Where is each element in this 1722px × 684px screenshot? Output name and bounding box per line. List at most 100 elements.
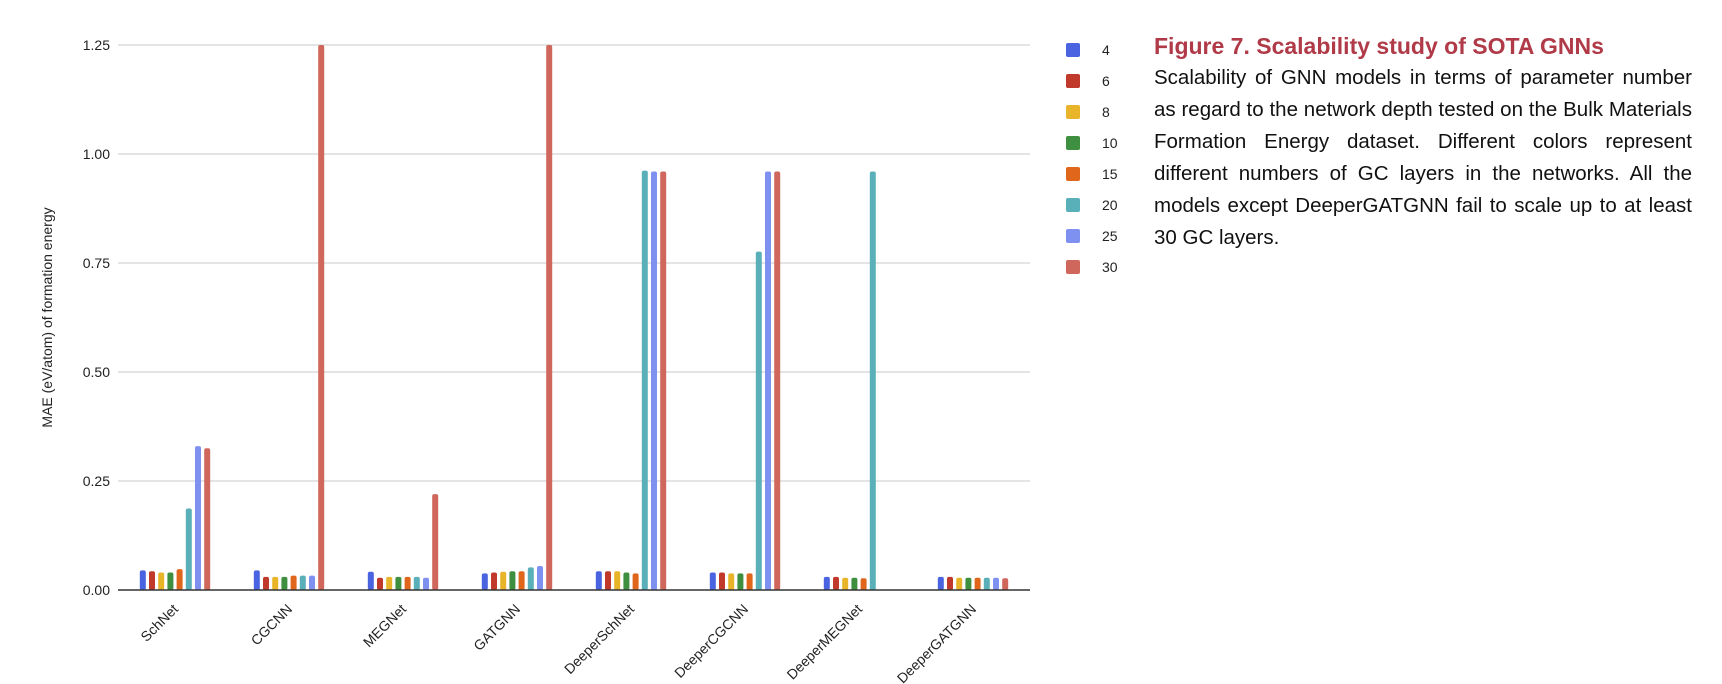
x-tick-label: MEGNet: [360, 601, 409, 650]
bar-gatgnn-25: [537, 566, 543, 590]
bar-deeperschnet-15: [632, 573, 639, 590]
legend-item: 20: [1066, 189, 1118, 220]
bar-deepermegnet-15: [860, 578, 867, 590]
bar-deepermegnet-6: [833, 576, 839, 590]
bar-gatgnn-8: [500, 571, 507, 590]
bar-deeperschnet-4: [595, 571, 602, 590]
bar-megnet-6: [377, 577, 383, 590]
bar-deepergatgnn-8: [956, 577, 963, 590]
bar-schnet-25: [195, 446, 201, 590]
bar-deeperschnet-30: [660, 171, 667, 590]
bar-deepercgcnn-15: [746, 573, 753, 590]
bar-deepergatgnn-6: [947, 576, 953, 590]
bar-deepergatgnn-25: [993, 577, 999, 590]
legend-swatch: [1066, 259, 1080, 274]
bar-megnet-8: [386, 576, 393, 590]
y-tick-label: 1.00: [83, 146, 110, 162]
bar-deepercgcnn-6: [719, 572, 725, 590]
chart-legend: 4 6 8 10 15 20 25 30: [1066, 34, 1118, 282]
bar-deepercgcnn-30: [774, 171, 781, 590]
bar-deeperschnet-10: [623, 572, 630, 590]
x-tick-label: GATGNN: [470, 601, 523, 654]
legend-label: 4: [1102, 41, 1110, 58]
y-tick-label: 0.25: [83, 473, 110, 489]
legend-label: 8: [1102, 103, 1110, 120]
caption-title: Figure 7. Scalability study of SOTA GNNs: [1154, 33, 1604, 59]
y-tick-label: 0.50: [83, 364, 110, 380]
legend-item: 4: [1066, 34, 1118, 65]
bar-gatgnn-30: [546, 45, 553, 590]
bar-deeperschnet-20: [641, 170, 648, 590]
x-tick-label: DeeperMEGNet: [783, 601, 865, 683]
bar-deepergatgnn-30: [1002, 578, 1009, 590]
bar-schnet-10: [167, 572, 174, 590]
bar-schnet-15: [176, 569, 183, 590]
x-tick-label: DeeperSchNet: [561, 601, 637, 677]
y-tick-label: 1.25: [83, 37, 110, 53]
x-tick-label: DeeperCGCNN: [671, 601, 751, 681]
bar-deepercgcnn-4: [709, 572, 716, 590]
bar-gatgnn-6: [491, 572, 497, 590]
legend-swatch: [1066, 135, 1080, 150]
bar-cgcnn-8: [272, 576, 279, 590]
legend-item: 10: [1066, 127, 1118, 158]
bar-cgcnn-6: [263, 576, 269, 590]
y-tick-label: 0.75: [83, 255, 110, 271]
caption-body: Scalability of GNN models in terms of pa…: [1154, 66, 1692, 249]
legend-swatch: [1066, 104, 1080, 119]
bar-cgcnn-20: [299, 575, 306, 590]
bar-gatgnn-20: [527, 567, 534, 590]
legend-item: 30: [1066, 251, 1118, 282]
bar-deepergatgnn-4: [937, 576, 944, 590]
legend-swatch: [1066, 73, 1080, 88]
bar-cgcnn-4: [253, 570, 260, 590]
bar-deepermegnet-8: [842, 577, 849, 590]
x-tick-label: CGCNN: [248, 601, 296, 649]
legend-item: 8: [1066, 96, 1118, 127]
bar-deeperschnet-25: [651, 171, 657, 590]
y-axis-tick-labels: 0.00 0.25 0.50 0.75 1.00 1.25: [83, 37, 110, 598]
legend-swatch: [1066, 166, 1080, 181]
bar-schnet-20: [185, 508, 192, 590]
bar-schnet-30: [204, 448, 211, 590]
y-tick-label: 0.00: [83, 582, 110, 598]
figure-caption: Figure 7. Scalability study of SOTA GNNs…: [1154, 30, 1692, 254]
bar-schnet-8: [158, 572, 165, 590]
bar-deepermegnet-20: [869, 171, 876, 590]
bar-deepermegnet-10: [851, 577, 858, 590]
bar-gatgnn-4: [481, 573, 488, 590]
x-axis-tick-labels: SchNet CGCNN MEGNet GATGNN DeeperSchNet Deepe…: [137, 601, 979, 684]
legend-item: 25: [1066, 220, 1118, 251]
legend-item: 6: [1066, 65, 1118, 96]
bar-deepercgcnn-20: [755, 251, 762, 590]
bar-megnet-15: [404, 576, 411, 590]
bar-megnet-25: [423, 577, 429, 590]
legend-swatch: [1066, 197, 1080, 212]
legend-label: 25: [1102, 227, 1118, 244]
legend-label: 6: [1102, 72, 1110, 89]
bar-megnet-20: [413, 576, 420, 590]
bar-deepergatgnn-10: [965, 577, 972, 590]
y-axis-label: MAE (eV/atom) of formation energy: [39, 207, 55, 427]
bar-schnet-4: [139, 570, 146, 590]
bar-megnet-10: [395, 576, 402, 590]
bar-deeperschnet-8: [614, 571, 621, 590]
bar-deepergatgnn-20: [983, 577, 990, 590]
bar-deepergatgnn-15: [974, 577, 981, 590]
legend-swatch: [1066, 228, 1080, 243]
bar-cgcnn-10: [281, 576, 288, 590]
bar-deepercgcnn-25: [765, 171, 771, 590]
legend-label: 30: [1102, 258, 1118, 275]
bar-gatgnn-10: [509, 571, 516, 590]
bar-cgcnn-15: [290, 575, 297, 590]
gridlines: [118, 44, 1030, 482]
bar-cgcnn-30: [318, 45, 325, 590]
legend-item: 15: [1066, 158, 1118, 189]
x-tick-label: SchNet: [137, 601, 181, 645]
bar-megnet-4: [367, 571, 374, 590]
bar-deeperschnet-6: [605, 571, 611, 590]
bar-chart: 0.00 0.25 0.50 0.75 1.00 1.25 SchNet CGCNN MEGN…: [39, 37, 1030, 684]
bar-deepercgcnn-8: [728, 573, 735, 590]
bar-megnet-30: [432, 494, 439, 590]
bars: [139, 45, 1009, 590]
